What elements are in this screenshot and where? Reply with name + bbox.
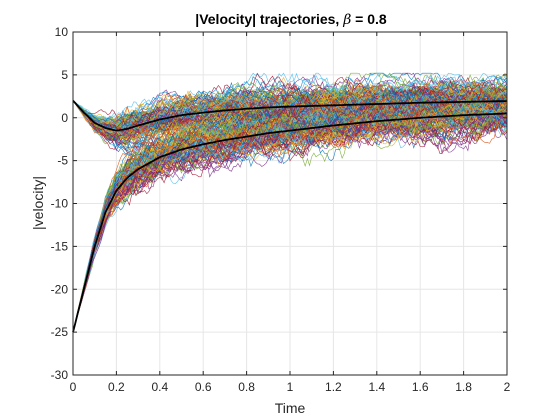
y-tick-label: 5 — [61, 68, 68, 82]
trajectory-line — [72, 100, 508, 333]
trajectory-line — [72, 99, 508, 333]
chart-title-suffix: = 0.8 — [351, 11, 387, 27]
trajectory-line — [72, 88, 508, 333]
trajectory-line — [72, 83, 508, 123]
x-tick-label: 0.2 — [108, 380, 125, 394]
x-tick-label: 1 — [287, 380, 294, 394]
y-tick-label: -25 — [51, 325, 69, 339]
chart-title-beta-symbol: β — [342, 12, 351, 28]
mean-curve-layer — [72, 99, 508, 333]
x-tick-label: 0 — [70, 380, 77, 394]
y-axis-label: |velocity| — [30, 176, 46, 230]
y-tick-label: -30 — [51, 368, 69, 382]
trajectory-bundle-layer — [72, 72, 508, 333]
trajectory-line — [72, 80, 508, 333]
y-tick-label: -20 — [51, 282, 69, 296]
y-tick-label: -5 — [57, 154, 68, 168]
trajectory-line — [72, 96, 508, 333]
trajectory-line — [72, 101, 508, 333]
trajectory-line — [72, 104, 508, 333]
y-tick-label: -15 — [51, 239, 69, 253]
y-tick-label: 0 — [61, 111, 68, 125]
trajectory-line — [72, 72, 508, 122]
y-tick-label: -10 — [51, 197, 69, 211]
x-tick-label: 0.4 — [151, 380, 168, 394]
trajectory-line — [72, 83, 508, 333]
trajectory-line — [72, 90, 508, 333]
x-tick-label: 1.6 — [412, 380, 429, 394]
x-tick-label: 0.6 — [195, 380, 212, 394]
trajectory-line — [72, 72, 508, 125]
x-tick-label: 2 — [504, 380, 511, 394]
chart-title: |Velocity| trajectories, β = 0.8 — [195, 11, 387, 28]
x-tick-label: 1.8 — [455, 380, 472, 394]
trajectory-line — [72, 98, 508, 333]
chart-title-prefix: |Velocity| trajectories, — [195, 11, 343, 27]
tick-layer: 0 0.2 0.4 0.6 0.8 1 1.2 1.4 1.6 1.8 2 -30 -25 -20 -15 -… — [51, 25, 511, 394]
mean-curve-upper — [72, 99, 508, 132]
trajectory-line — [72, 84, 508, 135]
x-tick-label: 1.4 — [368, 380, 385, 394]
x-tick-label: 0.8 — [238, 380, 255, 394]
trajectory-line — [72, 113, 508, 333]
x-axis-label: Time — [275, 400, 306, 416]
y-tick-label: 10 — [55, 25, 69, 39]
mean-curve-lower — [72, 112, 507, 333]
x-tick-label: 1.2 — [325, 380, 342, 394]
